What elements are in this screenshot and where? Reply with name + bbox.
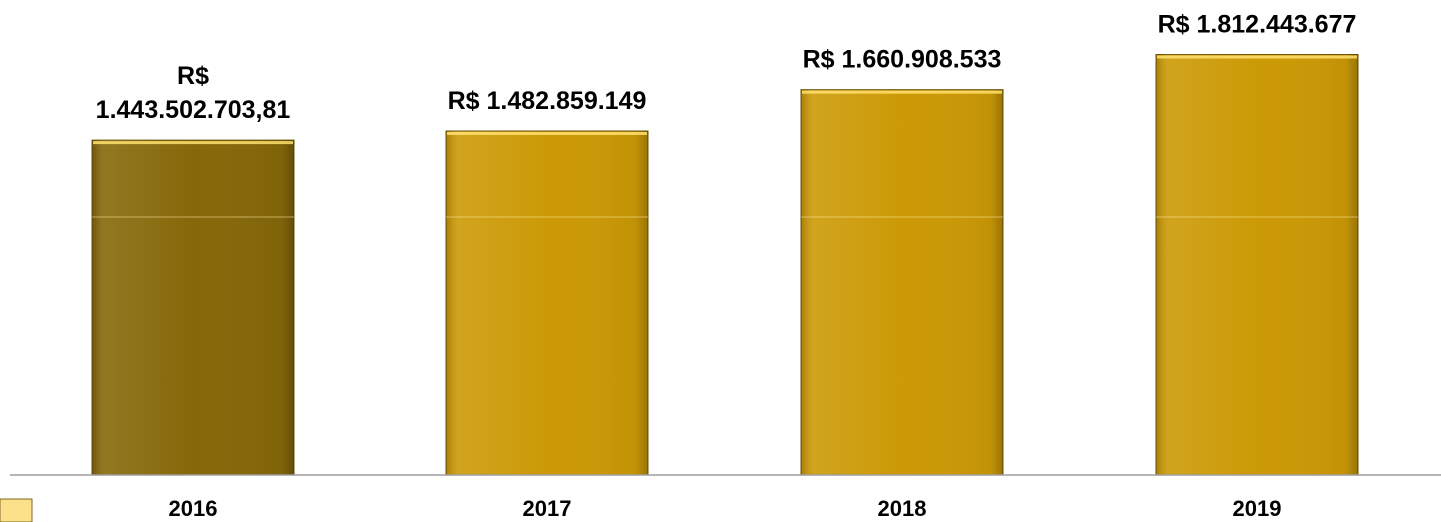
bar-2016: [91, 139, 295, 476]
labels-layer: R$ 1.443.502.703,81 2016 R$ 1.482.859.149 20…: [96, 11, 1357, 521]
bar-2018: [800, 89, 1004, 476]
bar-sheen: [801, 89, 1003, 475]
bar-2019: [1155, 54, 1359, 476]
category-label-2017: 2017: [523, 496, 572, 521]
value-label-2017: R$ 1.482.859.149: [448, 87, 647, 115]
bar-sheen: [1156, 54, 1358, 476]
bar-sheen: [446, 130, 648, 475]
value-label-2019: R$ 1.812.443.677: [1158, 11, 1357, 39]
bar-2017: [445, 130, 649, 476]
category-label-2018: 2018: [878, 496, 927, 521]
value-label-2016-line-1: R$: [177, 62, 209, 90]
legend-swatch: [0, 498, 33, 522]
value-label-2016-line-2: 1.443.502.703,81: [96, 96, 291, 124]
category-label-2016: 2016: [169, 496, 218, 521]
bar-top-highlight: [802, 90, 1002, 94]
bar-top-highlight: [93, 141, 293, 145]
value-label-2018: R$ 1.660.908.533: [803, 46, 1002, 74]
category-label-2019: 2019: [1233, 496, 1282, 521]
bar-top-highlight: [447, 131, 647, 135]
bar-top-highlight: [1157, 55, 1357, 59]
bars-layer: [91, 54, 1359, 476]
bar-sheen: [92, 140, 294, 476]
